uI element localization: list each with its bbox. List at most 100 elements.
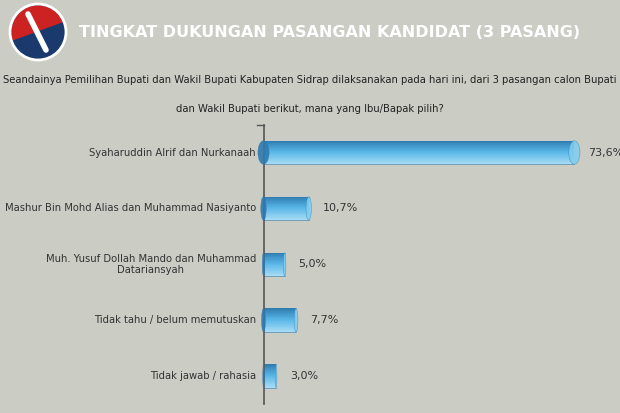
Bar <box>264 328 296 329</box>
Bar <box>264 321 296 322</box>
Text: Mashur Bin Mohd Alias dan Muhammad Nasiyanto: Mashur Bin Mohd Alias dan Muhammad Nasiy… <box>5 204 256 214</box>
Bar <box>264 200 309 201</box>
Bar <box>264 259 285 260</box>
Text: 10,7%: 10,7% <box>322 204 358 214</box>
Bar <box>264 369 276 370</box>
Bar <box>264 365 276 366</box>
Bar <box>264 375 276 376</box>
Bar <box>264 210 309 211</box>
Ellipse shape <box>569 141 580 164</box>
Ellipse shape <box>294 309 298 332</box>
Bar <box>264 330 296 331</box>
Bar <box>264 373 276 374</box>
Bar <box>264 316 296 317</box>
Bar <box>264 212 309 213</box>
Bar <box>264 368 276 369</box>
Bar <box>264 266 285 267</box>
Bar <box>264 216 309 217</box>
Bar <box>264 161 574 162</box>
Bar <box>264 387 276 388</box>
Bar <box>264 262 285 263</box>
Bar <box>264 147 574 148</box>
Bar <box>264 384 276 385</box>
Bar <box>264 274 285 275</box>
Bar <box>264 318 296 319</box>
Wedge shape <box>14 23 64 58</box>
Bar <box>264 197 309 198</box>
Bar <box>264 371 276 372</box>
Bar <box>264 258 285 259</box>
Bar <box>264 314 296 315</box>
Bar <box>264 144 574 145</box>
Bar <box>264 366 276 367</box>
Bar <box>264 154 574 155</box>
Bar <box>264 382 276 383</box>
Bar <box>264 378 276 379</box>
Bar <box>264 214 309 215</box>
Text: 73,6%: 73,6% <box>588 147 620 157</box>
Bar <box>264 372 276 373</box>
Bar <box>264 310 296 311</box>
Bar <box>264 272 285 273</box>
Bar <box>264 142 574 143</box>
Ellipse shape <box>283 253 286 276</box>
Bar <box>264 261 285 262</box>
Bar <box>264 146 574 147</box>
Bar <box>264 198 309 199</box>
Bar <box>264 319 296 320</box>
Bar <box>264 206 309 207</box>
Ellipse shape <box>262 309 265 332</box>
Bar <box>264 255 285 256</box>
Ellipse shape <box>262 253 265 276</box>
Bar <box>264 364 276 365</box>
Bar <box>264 143 574 144</box>
Bar <box>264 209 309 210</box>
Bar <box>264 309 296 310</box>
Bar <box>264 381 276 382</box>
Bar <box>264 211 309 212</box>
Bar <box>264 271 285 272</box>
Text: Muh. Yusuf Dollah Mando dan Muhammad
Datariansyah: Muh. Yusuf Dollah Mando dan Muhammad Dat… <box>46 254 256 275</box>
Bar <box>264 270 285 271</box>
Bar <box>264 323 296 324</box>
Bar <box>264 317 296 318</box>
Bar <box>264 159 574 160</box>
Bar <box>264 141 574 142</box>
Circle shape <box>10 4 66 60</box>
Bar <box>264 204 309 205</box>
Bar <box>264 156 574 157</box>
Bar <box>264 376 276 377</box>
Bar <box>264 326 296 327</box>
Bar <box>264 207 309 208</box>
Text: Seandainya Pemilihan Bupati dan Wakil Bupati Kabupaten Sidrap dilaksanakan pada : Seandainya Pemilihan Bupati dan Wakil Bu… <box>3 75 617 85</box>
Bar <box>264 268 285 269</box>
Bar <box>264 213 309 214</box>
Bar <box>264 327 296 328</box>
Wedge shape <box>12 6 63 41</box>
Bar <box>264 162 574 163</box>
Bar <box>264 149 574 150</box>
Bar <box>264 385 276 386</box>
Text: Syaharuddin Alrif dan Nurkanaah: Syaharuddin Alrif dan Nurkanaah <box>89 147 256 157</box>
Bar <box>264 265 285 266</box>
Bar <box>264 202 309 203</box>
Bar <box>264 313 296 314</box>
Bar <box>264 155 574 156</box>
Bar <box>264 254 285 255</box>
Bar <box>264 383 276 384</box>
Bar <box>264 269 285 270</box>
Text: 7,7%: 7,7% <box>309 315 338 325</box>
Ellipse shape <box>261 197 266 220</box>
Bar <box>264 320 296 321</box>
Bar <box>264 151 574 152</box>
Bar <box>264 205 309 206</box>
Bar <box>264 148 574 149</box>
Text: Tidak tahu / belum memutuskan: Tidak tahu / belum memutuskan <box>94 315 256 325</box>
Bar <box>264 257 285 258</box>
Bar <box>264 199 309 200</box>
Bar <box>264 264 285 265</box>
Ellipse shape <box>275 364 277 388</box>
Bar <box>264 325 296 326</box>
Bar <box>264 324 296 325</box>
Bar <box>264 386 276 387</box>
